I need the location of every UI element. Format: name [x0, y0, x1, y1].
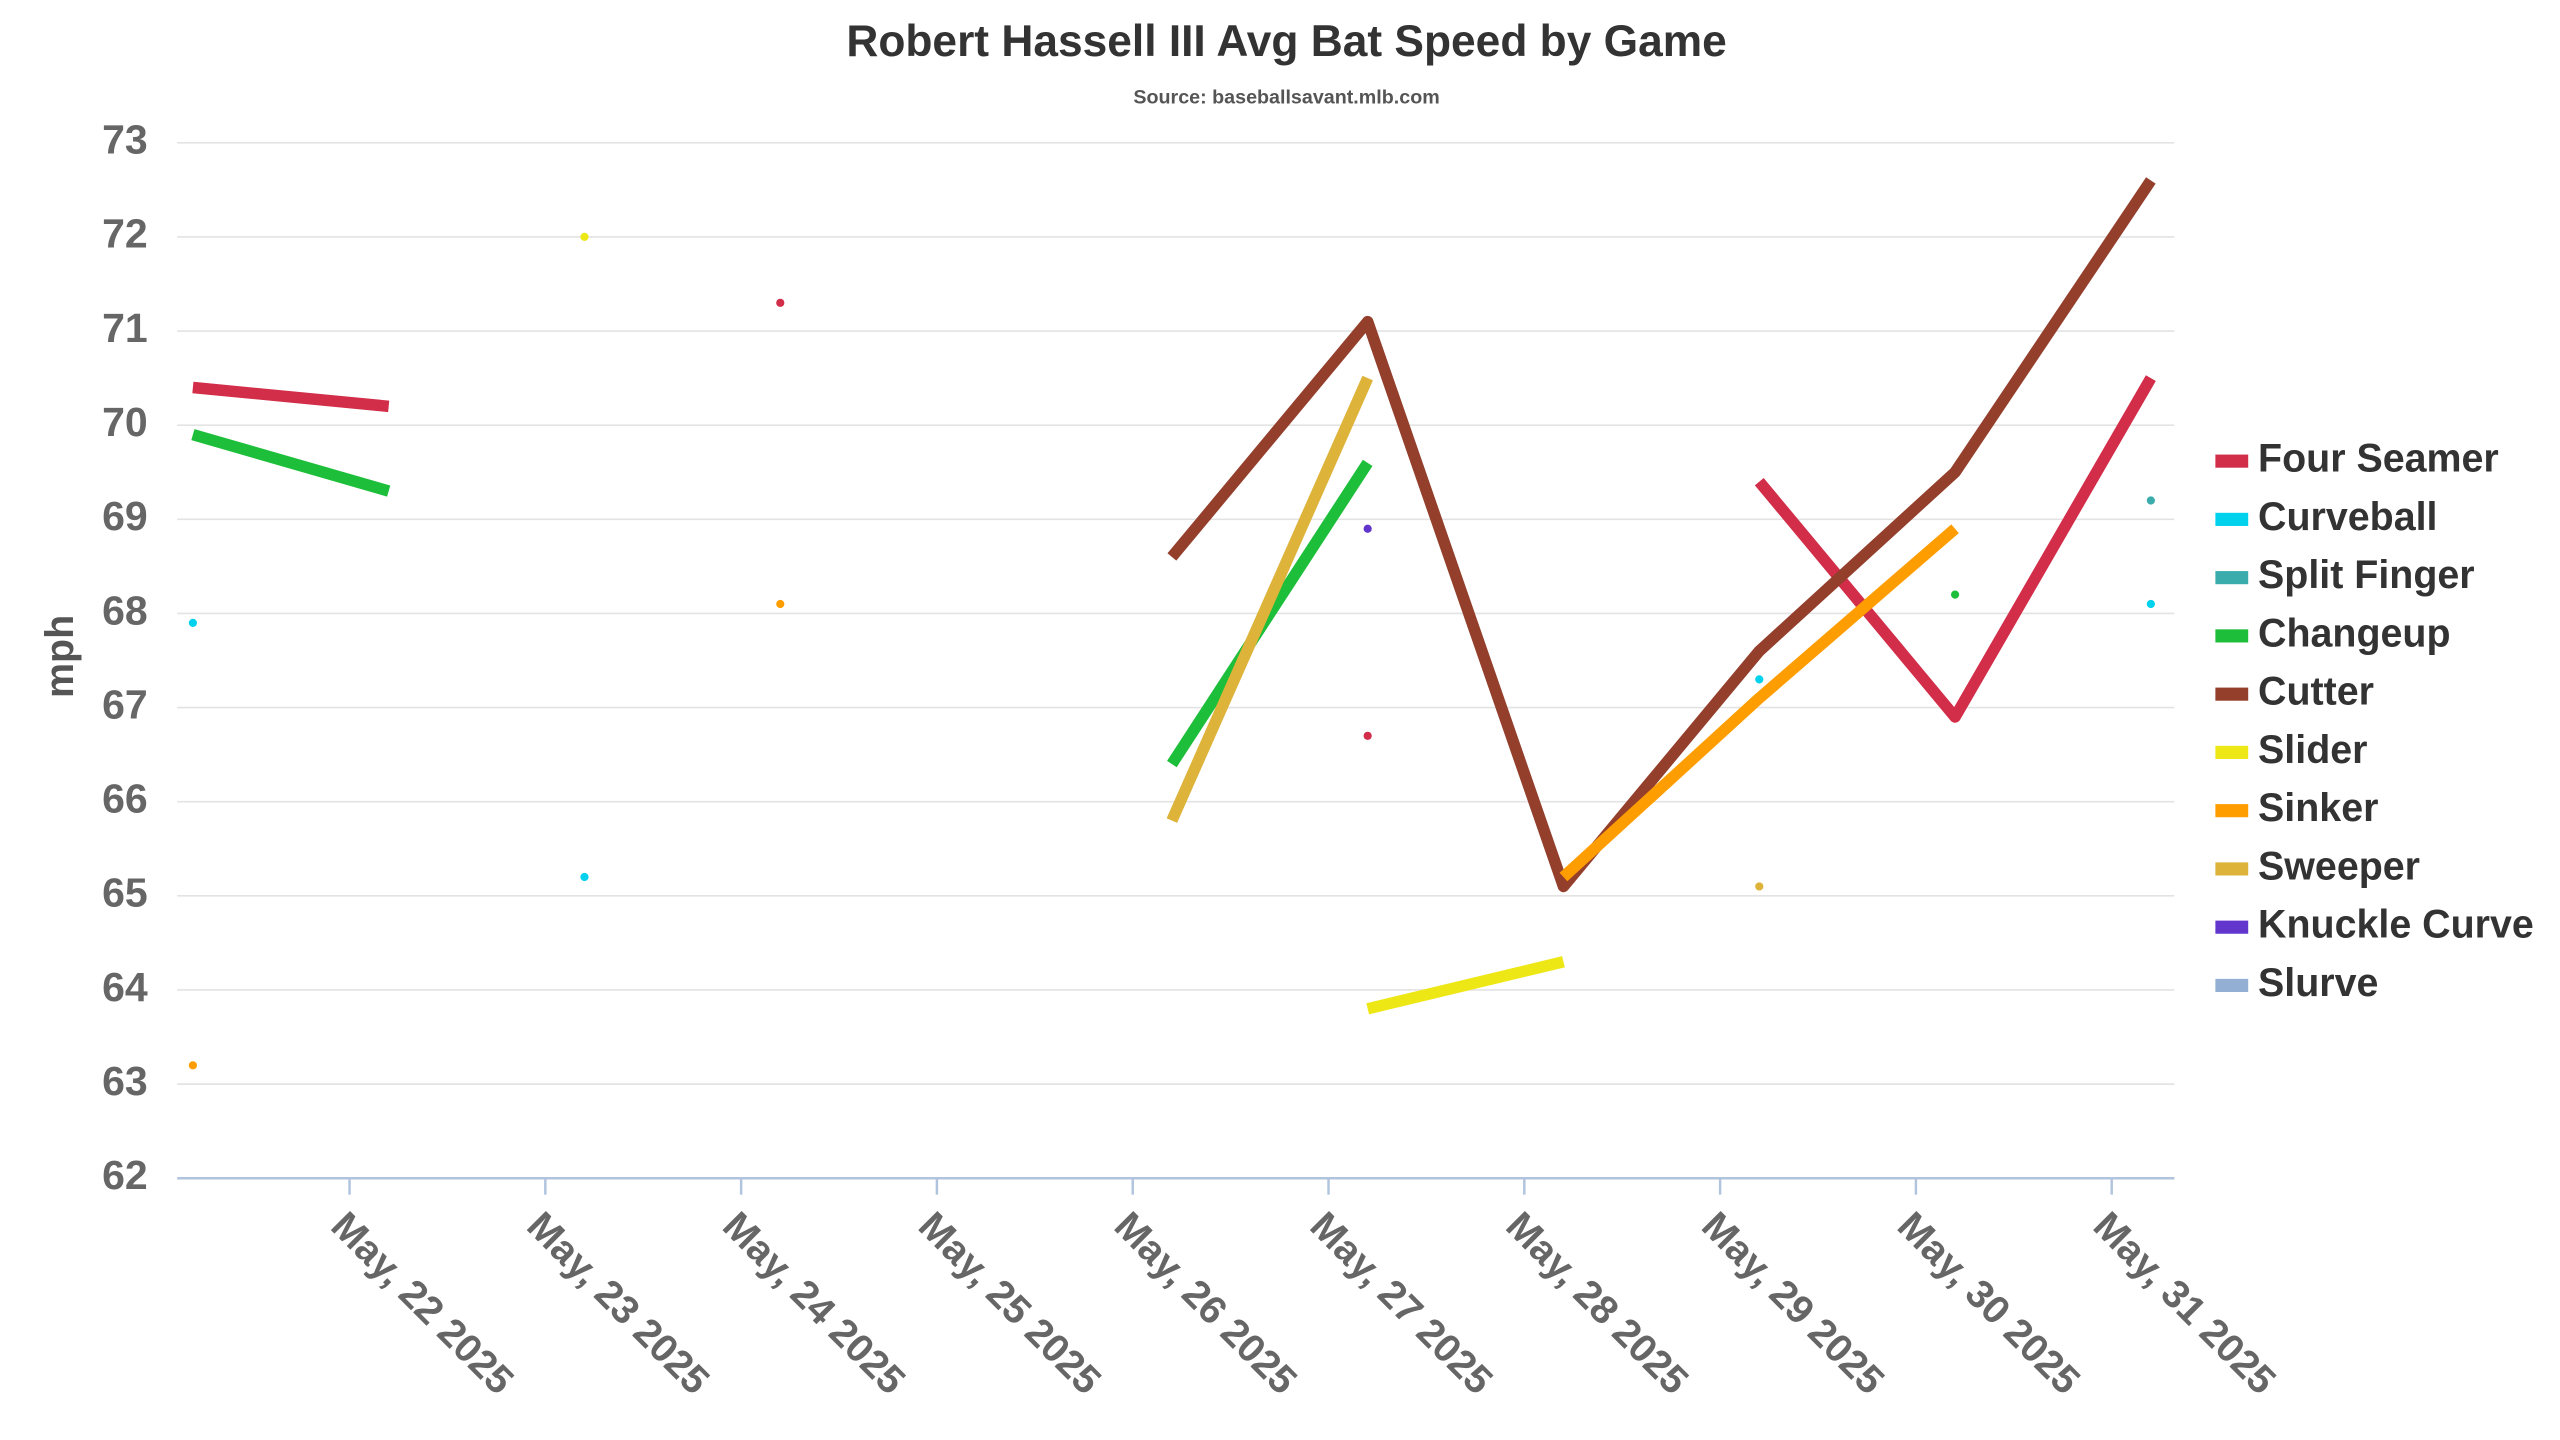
point: [776, 298, 785, 307]
point: [1363, 524, 1372, 533]
y-axis-label: mph: [38, 615, 82, 698]
legend-swatch: [2215, 804, 2249, 818]
point: [1755, 882, 1764, 891]
y-tick-label: 72: [102, 211, 148, 257]
legend-label: Sweeper: [2258, 844, 2420, 888]
y-tick-label: 71: [102, 305, 148, 351]
x-tick-label: May, 26 2025: [1106, 1204, 1305, 1403]
y-tick-label: 68: [102, 587, 148, 633]
point: [580, 232, 589, 242]
y-tick-label: 66: [102, 776, 148, 822]
legend-swatch: [2215, 978, 2249, 992]
legend-swatch: [2215, 862, 2249, 876]
x-tick-label: May, 27 2025: [1302, 1204, 1501, 1403]
chart-title: Robert Hassell III Avg Bat Speed by Game: [846, 17, 1726, 66]
point: [776, 599, 785, 609]
series-line: [1167, 177, 2156, 893]
legend-label: Knuckle Curve: [2258, 903, 2534, 947]
legend-swatch: [2215, 687, 2249, 701]
y-tick-label: 65: [102, 870, 148, 916]
legend-swatch: [2215, 512, 2249, 526]
grid: [177, 141, 2175, 1180]
chart-subtitle: Source: baseballsavant.mlb.com: [1133, 87, 1439, 109]
legend-label: Slurve: [2258, 961, 2378, 1005]
legend-label: Curveball: [2258, 495, 2437, 539]
y-tick-label: 69: [102, 493, 148, 539]
x-tick-label: May, 24 2025: [714, 1204, 913, 1403]
legend-swatch: [2215, 454, 2249, 468]
series-line: [192, 381, 390, 413]
x-tick-label: May, 31 2025: [2085, 1204, 2284, 1403]
x-tick-label: May, 29 2025: [1693, 1204, 1892, 1403]
y-tick-label: 64: [102, 964, 148, 1010]
legend-label: Split Finger: [2258, 553, 2475, 597]
point: [2146, 496, 2155, 505]
point: [188, 618, 197, 627]
series-line: [1559, 524, 1959, 882]
legend-label: Cutter: [2258, 670, 2374, 714]
legend-label: Sinker: [2258, 786, 2378, 830]
x-tick-label: May, 22 2025: [323, 1204, 522, 1403]
y-tick-label: 67: [102, 681, 148, 727]
legend-swatch: [2215, 629, 2249, 643]
legend-label: Four Seamer: [2258, 437, 2499, 481]
x-tick-label: May, 28 2025: [1497, 1204, 1696, 1403]
legend-swatch: [2215, 571, 2249, 585]
y-tick-label: 73: [102, 117, 148, 163]
point: [1363, 731, 1372, 740]
x-tick-label: May, 25 2025: [910, 1204, 1109, 1403]
legend-swatch: [2215, 745, 2249, 759]
x-tick-label: May, 23 2025: [518, 1204, 717, 1403]
point: [188, 1061, 197, 1070]
legend-swatch: [2215, 920, 2249, 934]
series-line: [1366, 956, 1565, 1015]
y-tick-label: 63: [102, 1058, 148, 1104]
legend-label: Changeup: [2258, 611, 2451, 655]
y-tick-label: 62: [102, 1152, 148, 1198]
point: [580, 872, 589, 882]
y-tick-label: 70: [102, 399, 148, 445]
series-line: [1166, 375, 1373, 823]
x-tick-label: May, 30 2025: [1889, 1204, 2088, 1403]
point: [2146, 599, 2155, 609]
series-line: [1754, 375, 2156, 723]
legend-label: Slider: [2258, 728, 2367, 772]
series-line: [191, 429, 391, 497]
point: [1755, 675, 1764, 684]
point: [1950, 590, 1960, 599]
